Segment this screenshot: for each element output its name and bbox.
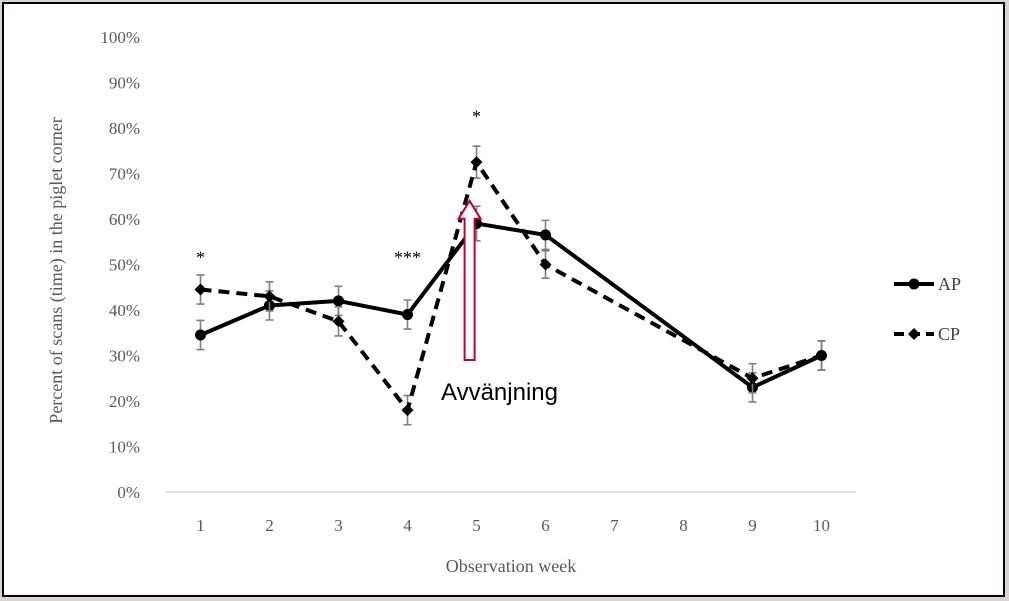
- x-tick-label: 5: [472, 516, 481, 535]
- x-tick-label: 8: [679, 516, 688, 535]
- x-tick-label: 6: [541, 516, 550, 535]
- significance-markers: * ****: [196, 106, 481, 267]
- data-point-cp: [263, 290, 276, 303]
- y-tick-label: 0%: [117, 483, 140, 502]
- weaning-arrow: [456, 198, 483, 362]
- series-line-ap: [199, 221, 823, 390]
- series-layer: [194, 145, 828, 426]
- legend-label-ap: AP: [938, 274, 961, 294]
- significance-marker: *: [196, 247, 205, 267]
- data-point-cp: [746, 372, 759, 385]
- significance-marker: *: [472, 106, 481, 126]
- legend-marker-ap: [908, 278, 920, 290]
- x-tick-label: 3: [334, 516, 343, 535]
- legend-label-cp: CP: [938, 324, 960, 344]
- line-chart: 0% 10% 20% 30% 40% 50% 60% 70% 80% 90% 100% 1 2 3 4 5 6…: [46, 28, 961, 576]
- data-point-cp: [815, 349, 828, 362]
- y-tick-label: 20%: [109, 392, 140, 411]
- x-tick-label: 10: [813, 516, 830, 535]
- data-point-cp: [401, 404, 414, 417]
- data-point-cp: [332, 315, 345, 328]
- data-point-cp: [539, 258, 552, 271]
- series-line-cp: [200, 160, 823, 413]
- legend: AP CP: [894, 274, 961, 344]
- x-tick-label: 9: [748, 516, 757, 535]
- legend-marker-cp: [908, 328, 920, 340]
- y-tick-label: 30%: [109, 347, 140, 366]
- x-axis-title: Observation week: [446, 556, 576, 576]
- data-point-cp: [194, 283, 207, 296]
- y-tick-label: 100%: [100, 28, 140, 47]
- significance-marker: ***: [394, 247, 421, 267]
- y-tick-label: 80%: [109, 119, 140, 138]
- data-point-ap: [333, 295, 344, 307]
- y-tick-label: 40%: [109, 301, 140, 320]
- y-axis-title: Percent of scans (time) in the piglet co…: [46, 117, 67, 423]
- y-tick-labels: 0% 10% 20% 30% 40% 50% 60% 70% 80% 90% 100%: [100, 28, 140, 502]
- weaning-annotation: Avvänjning: [441, 198, 558, 406]
- data-point-cp: [470, 156, 483, 169]
- x-tick-label: 4: [403, 516, 412, 535]
- y-tick-label: 60%: [109, 210, 140, 229]
- y-tick-label: 50%: [109, 256, 140, 275]
- x-tick-label: 7: [610, 516, 619, 535]
- x-tick-label: 1: [196, 516, 205, 535]
- data-point-ap: [540, 229, 551, 241]
- y-tick-label: 90%: [109, 74, 140, 93]
- y-tick-label: 70%: [109, 165, 140, 184]
- series-cp: [194, 145, 828, 426]
- y-tick-label: 10%: [109, 438, 140, 457]
- data-point-ap: [195, 329, 206, 341]
- x-tick-labels: 1 2 3 4 5 6 7 8 9 10: [196, 516, 830, 535]
- annotation-label: Avvänjning: [441, 379, 558, 406]
- data-point-ap: [402, 309, 413, 321]
- x-tick-label: 2: [265, 516, 274, 535]
